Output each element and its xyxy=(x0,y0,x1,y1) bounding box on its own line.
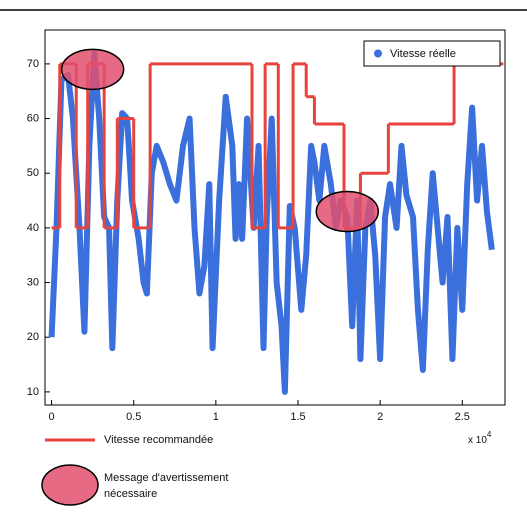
y-tick-label: 70 xyxy=(27,58,39,70)
legend-marker xyxy=(374,49,382,58)
speed-line xyxy=(48,49,495,395)
legend-label: Vitesse réelle xyxy=(390,48,456,60)
y-tick-label: 60 xyxy=(27,112,39,124)
y-tick-label: 40 xyxy=(27,222,39,234)
legend-label: nécessaire xyxy=(104,488,157,500)
x-multiplier-base: x 10 xyxy=(468,435,487,446)
legend-label: Message d'avertissement xyxy=(104,472,228,484)
x-tick-label: 1 xyxy=(213,411,219,423)
y-tick-label: 10 xyxy=(27,386,39,398)
x-multiplier-exp: 4 xyxy=(487,430,492,439)
plot-frame xyxy=(44,29,506,406)
y-tick-label: 50 xyxy=(27,167,39,179)
x-tick-label: 2.5 xyxy=(455,411,470,423)
warning-ellipse xyxy=(60,48,125,91)
x-tick-label: 0.5 xyxy=(126,411,141,423)
x-multiplier: x 104 xyxy=(468,430,492,446)
x-tick-label: 2 xyxy=(377,411,383,423)
y-tick-label: 20 xyxy=(27,331,39,343)
y-tick-label: 30 xyxy=(27,276,39,288)
x-tick-label: 1.5 xyxy=(290,411,305,423)
x-tick-label: 0 xyxy=(49,411,55,423)
legend-ellipse xyxy=(41,464,99,506)
legend-box xyxy=(363,40,501,67)
warning-ellipse xyxy=(315,190,380,233)
legend-label: Vitesse recommandée xyxy=(104,434,213,446)
